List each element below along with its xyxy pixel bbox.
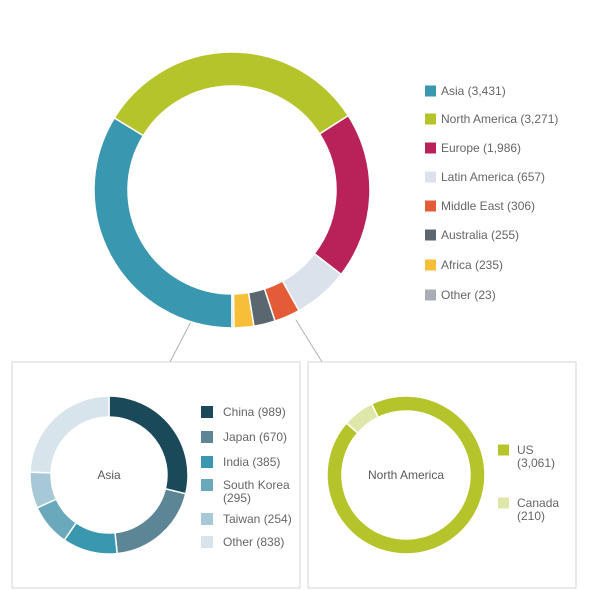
asia-slice-other <box>29 395 110 474</box>
asia-legend-label-japan: Japan (670) <box>223 430 287 444</box>
region-slice-other <box>231 293 235 329</box>
asia-legend-swatch-india <box>201 456 213 468</box>
region-legend: Asia (3,431) North America (3,271) Europe … <box>425 84 558 302</box>
region-legend-swatch-north-america <box>425 113 436 125</box>
region-legend-label-north-america: North America (3,271) <box>441 112 558 126</box>
region-legend-swatch-other <box>425 289 436 301</box>
region-legend-swatch-australia <box>425 229 436 241</box>
north-america-legend: US(3,061) Canada(210) <box>498 443 559 523</box>
region-slice-europe <box>313 114 371 276</box>
north-america-center-label: North America <box>368 468 444 482</box>
north-america-legend-label-us-line2: (3,061) <box>517 456 555 470</box>
region-legend-label-asia: Asia (3,431) <box>441 84 506 98</box>
north-america-legend-swatch-us <box>498 444 509 456</box>
region-legend-label-middle-east: Middle East (306) <box>441 199 535 213</box>
asia-legend-swatch-china <box>201 406 213 418</box>
region-legend-swatch-asia <box>425 85 436 97</box>
asia-legend-swatch-taiwan <box>201 513 213 525</box>
region-legend-label-other: Other (23) <box>441 288 496 302</box>
asia-legend-label-taiwan: Taiwan (254) <box>223 512 292 526</box>
asia-donut-chart <box>29 395 189 555</box>
region-legend-swatch-middle-east <box>425 200 436 212</box>
region-donut-chart <box>93 51 371 329</box>
asia-legend: China (989) Japan (670) India (385) South K… <box>201 405 292 549</box>
asia-legend-label-india: India (385) <box>223 455 280 469</box>
region-legend-swatch-africa <box>425 259 436 271</box>
north-america-legend-swatch-canada <box>498 497 509 509</box>
asia-legend-swatch-other <box>201 536 213 548</box>
asia-legend-label-china: China (989) <box>223 405 286 419</box>
north-america-legend-label-canada-line2: (210) <box>517 509 545 523</box>
region-legend-label-europe: Europe (1,986) <box>441 141 521 155</box>
region-legend-swatch-europe <box>425 142 436 154</box>
asia-detail-panel <box>11 361 301 589</box>
asia-legend-label-south-korea: South Korea <box>223 478 290 492</box>
north-america-connector-line <box>295 319 323 363</box>
north-america-donut-chart <box>326 395 486 555</box>
north-america-legend-label-us: US <box>517 443 534 457</box>
asia-center-label: Asia <box>97 468 121 482</box>
asia-legend-swatch-south-korea <box>201 479 213 491</box>
north-america-slice-canada <box>345 402 380 434</box>
asia-legend-label-south-korea-line2: (295) <box>223 491 251 505</box>
asia-legend-swatch-japan <box>201 431 213 443</box>
region-legend-label-africa: Africa (235) <box>441 258 503 272</box>
north-america-detail-panel <box>307 361 577 589</box>
region-slice-asia <box>93 116 233 329</box>
north-america-legend-label-canada: Canada <box>517 496 559 510</box>
region-legend-label-latin-america: Latin America (657) <box>441 170 545 184</box>
region-legend-swatch-latin-america <box>425 171 436 183</box>
north-america-slice-us <box>326 395 486 555</box>
region-slice-north-america <box>113 51 350 137</box>
asia-legend-label-other: Other (838) <box>223 535 284 549</box>
region-legend-label-australia: Australia (255) <box>441 228 519 242</box>
